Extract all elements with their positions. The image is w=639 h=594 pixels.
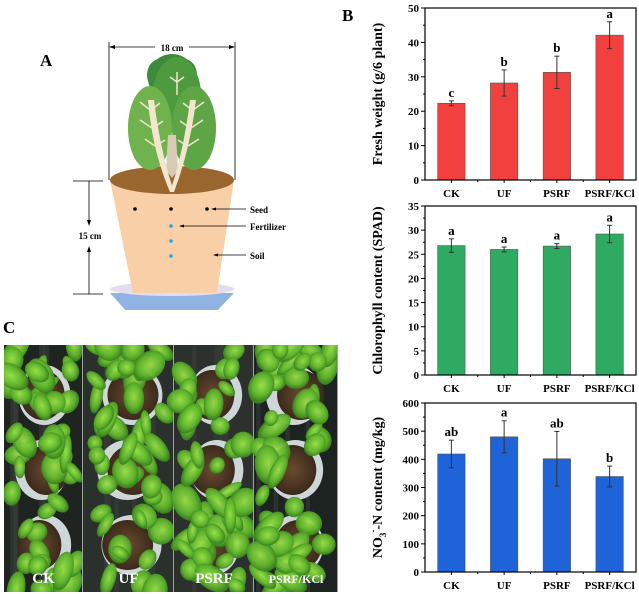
soil-label: Soil (250, 251, 265, 261)
y-tick-label: 15 (408, 298, 420, 310)
bar-psrf (542, 72, 571, 181)
bar-psrf (542, 245, 571, 376)
photo-panel-ck: CK (4, 345, 85, 592)
y-tick-label: 400 (403, 454, 420, 466)
plant-photo: CK UF PSRF PSRF/KCl (4, 345, 338, 592)
y-tick-label: 30 (408, 72, 420, 84)
fresh-weight-chart: 0 10 20 30 40 50 c CK b UF b PSRF a PSRF/KCl Fresh wei… (371, 3, 637, 200)
significance-letter: ab (550, 415, 564, 430)
significance-letter: a (501, 405, 508, 420)
arrow-down-icon (87, 220, 91, 226)
seed-dot (205, 207, 209, 211)
bar-psrf-kcl (595, 233, 624, 376)
x-tick-label: CK (443, 188, 460, 200)
x-tick-label: PSRF/KCl (585, 383, 635, 395)
seed-dot (133, 207, 137, 211)
y-tick-label: 300 (403, 483, 420, 495)
significance-letter: a (554, 228, 561, 243)
photo-label: UF (119, 571, 139, 587)
significance-letter: b (553, 40, 560, 55)
y-tick-label: 0 (414, 175, 420, 187)
fertilizer-dot (169, 239, 173, 243)
photo-panel-psrf: PSRF (166, 345, 260, 592)
y-tick-label: 35 (408, 201, 420, 213)
y-tick-label: 20 (408, 106, 420, 118)
fertilizer-label: Fertilizer (250, 222, 286, 232)
y-tick-label: 0 (414, 370, 420, 382)
fertilizer-dot (169, 224, 173, 228)
bar-psrf-kcl (595, 34, 624, 181)
significance-letter: b (501, 54, 508, 69)
height-label: 15 cm (79, 231, 102, 241)
bar-ck (437, 245, 466, 376)
plot-frame (424, 7, 637, 181)
panel-c-label: C (3, 318, 16, 337)
x-tick-label: PSRF (543, 580, 571, 592)
significance-letter: a (606, 6, 613, 21)
y-tick-label: 10 (408, 322, 420, 334)
width-label: 18 cm (161, 43, 184, 53)
photo-panel-uf: UF (83, 345, 175, 592)
x-tick-label: UF (497, 383, 512, 395)
y-tick-label: 500 (403, 426, 420, 438)
significance-letter: c (448, 85, 454, 100)
x-tick-label: CK (443, 580, 460, 592)
seed-label: Seed (250, 205, 268, 215)
bar-uf (490, 436, 519, 573)
significance-letter: b (606, 450, 613, 465)
bar-ck (437, 102, 466, 181)
bar-uf (490, 249, 519, 376)
plant (128, 54, 216, 192)
x-tick-label: PSRF/KCl (585, 188, 635, 200)
seed-dot (169, 207, 173, 211)
plot-frame (424, 205, 637, 376)
soil-surface (110, 166, 234, 194)
y-tick-label: 50 (408, 3, 420, 15)
height-dimension (73, 180, 103, 295)
x-tick-label: UF (497, 188, 512, 200)
significance-letter: a (501, 231, 508, 246)
y-tick-label: 0 (414, 567, 420, 579)
x-tick-label: PSRF (543, 383, 571, 395)
y-tick-label: 25 (408, 249, 420, 261)
y-tick-label: 5 (414, 346, 420, 358)
y-tick-label: 100 (403, 539, 420, 551)
arrow-left-icon (109, 45, 115, 49)
bar-ck (437, 453, 466, 573)
pot (110, 180, 234, 293)
x-tick-label: UF (497, 580, 512, 592)
nitrate-chart: 0 100 200 300 400 500 600 ab CK a UF ab PSRF b PSRF/KC… (368, 398, 637, 592)
panel-b-label: B (342, 6, 354, 25)
bar-psrf-kcl (595, 476, 624, 573)
significance-letter: a (606, 209, 613, 224)
y-tick-label: 20 (408, 273, 420, 285)
y-tick-label: 600 (403, 398, 420, 410)
pot-diagram: 18 cm (73, 42, 286, 310)
photo-label: CK (32, 571, 55, 587)
significance-letter: a (448, 223, 455, 238)
x-tick-label: PSRF/KCl (585, 580, 635, 592)
y-axis-label: Fresh weight (g/6 plant) (371, 22, 386, 165)
x-tick-label: CK (443, 383, 460, 395)
plot-frame (424, 402, 637, 573)
y-axis-label: NO3--N content (mg/kg) (368, 417, 388, 559)
photo-panel-psrf-kcl: PSRF/KCl (246, 345, 338, 592)
y-tick-label: 30 (408, 225, 420, 237)
significance-letter: ab (445, 424, 459, 439)
x-tick-label: PSRF (543, 188, 571, 200)
photo-label: PSRF (195, 571, 233, 587)
y-tick-label: 200 (403, 511, 420, 523)
chlorophyll-chart: 0 5 10 15 20 25 30 35 a CK a UF a PSRF a PSRF/KCl Chloro… (371, 201, 637, 395)
arrow-right-icon (229, 45, 235, 49)
width-dimension (108, 42, 236, 180)
y-tick-label: 40 (408, 37, 420, 49)
photo-label: PSRF/KCl (269, 572, 324, 586)
bar-uf (490, 82, 519, 181)
arrow-up-icon (87, 246, 91, 252)
y-axis-label: Chlorophyll content (SPAD) (371, 206, 386, 375)
panel-a-label: A (40, 51, 53, 70)
fertilizer-dot (169, 254, 173, 258)
y-tick-label: 10 (408, 141, 420, 153)
